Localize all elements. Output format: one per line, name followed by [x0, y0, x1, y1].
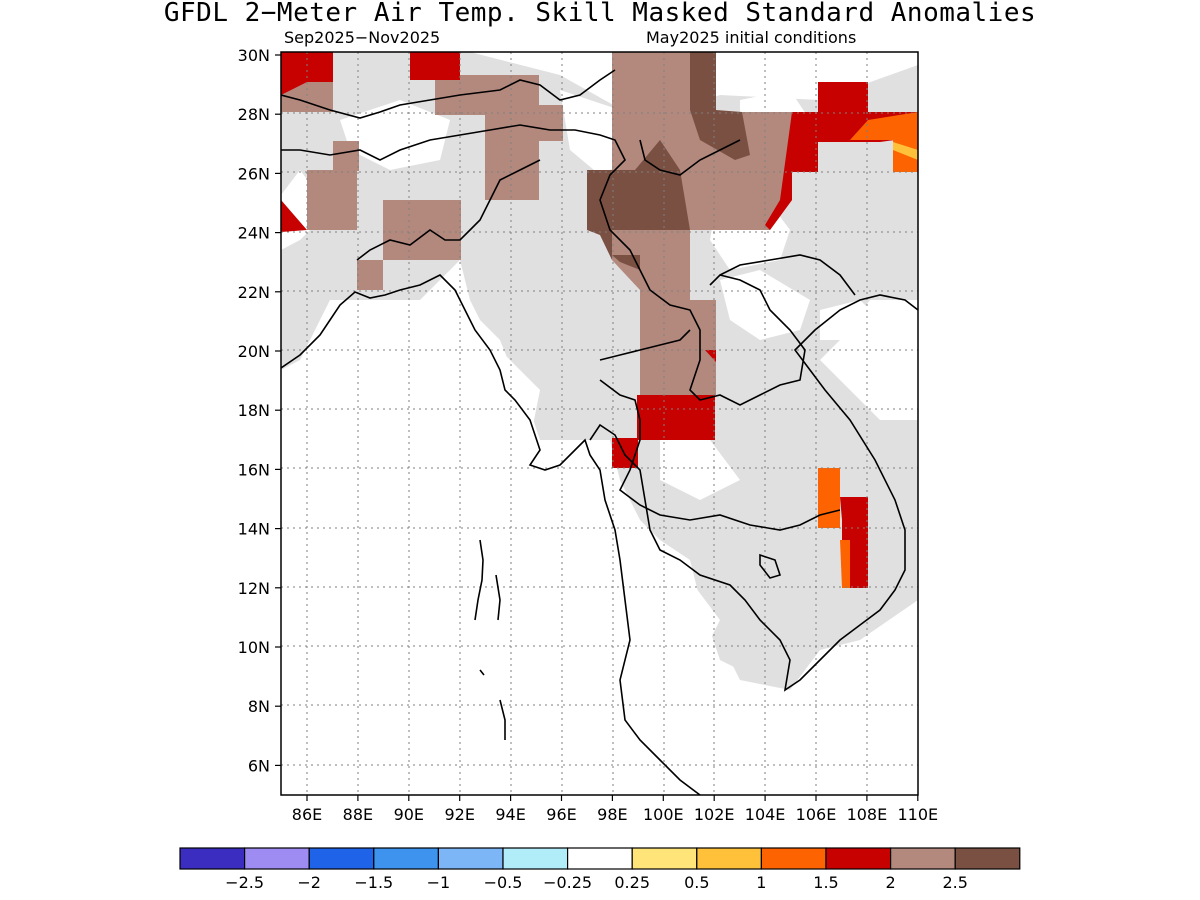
lon-label: 90E	[394, 805, 424, 824]
lat-label: 22N	[238, 283, 270, 302]
lon-label: 102E	[694, 805, 735, 824]
colorbar-swatch	[631, 847, 698, 870]
colorbar-label: 1	[756, 873, 766, 892]
colorbar-label: 2.5	[942, 873, 967, 892]
lat-label: 12N	[238, 579, 270, 598]
colorbar-swatch	[373, 847, 439, 870]
colorbar-label: 2	[886, 873, 896, 892]
colorbar-label: −2.5	[225, 873, 264, 892]
colorbar-label: 0.25	[614, 873, 650, 892]
season-label: Sep2025−Nov2025	[284, 28, 441, 47]
colorbar-label: −1.5	[354, 873, 393, 892]
colorbar-label: 1.5	[813, 873, 838, 892]
colorbar: −2.5 −2 −1.5 −1 −0.5 −0.25 0.25 0.5 1 1.5 2 2.5	[179, 847, 1021, 892]
lat-label: 16N	[238, 460, 270, 479]
colorbar-swatch	[954, 847, 1021, 870]
lat-label: 30N	[238, 46, 270, 65]
lat-label: 10N	[238, 638, 270, 657]
lon-label: 106E	[796, 805, 837, 824]
lat-label: 20N	[238, 342, 270, 361]
lat-label: 18N	[238, 401, 270, 420]
colorbar-label: −0.25	[543, 873, 592, 892]
latitude-axis: 30N 28N 26N 24N 22N 20N 18N 16N 14N 12N 10N 8N 6N	[238, 46, 281, 775]
lon-label: 86E	[292, 805, 322, 824]
lat-label: 14N	[238, 520, 270, 539]
colorbar-swatch	[889, 847, 956, 870]
colorbar-swatch	[696, 847, 762, 870]
colorbar-swatch	[760, 847, 827, 870]
lon-label: 88E	[343, 805, 373, 824]
plot-frame	[280, 51, 919, 796]
colorbar-label: −2	[297, 873, 321, 892]
coastlines	[281, 69, 918, 795]
colorbar-swatch	[437, 847, 504, 870]
colorbar-label: 0.5	[684, 873, 709, 892]
colorbar-swatch	[825, 847, 892, 870]
initial-conditions-label: May2025 initial conditions	[646, 28, 857, 47]
colorbar-label: −1	[427, 873, 451, 892]
lon-label: 94E	[495, 805, 525, 824]
lon-label: 92E	[444, 805, 474, 824]
colorbar-swatch	[244, 847, 310, 870]
lat-label: 6N	[248, 756, 270, 775]
colorbar-label: −0.5	[484, 873, 523, 892]
anomaly-field	[281, 52, 918, 795]
lat-label: 26N	[238, 164, 270, 183]
colorbar-swatch	[179, 847, 246, 870]
lon-label: 98E	[597, 805, 627, 824]
lon-label: 110E	[897, 805, 938, 824]
lon-label: 96E	[546, 805, 576, 824]
lat-label: 28N	[238, 105, 270, 124]
lon-label: 108E	[847, 805, 888, 824]
colorbar-swatch	[308, 847, 375, 870]
colorbar-swatch	[566, 847, 633, 870]
lon-label: 104E	[745, 805, 786, 824]
lon-label: 100E	[643, 805, 684, 824]
map-title: GFDL 2−Meter Air Temp. Skill Masked Stan…	[163, 0, 1037, 28]
longitude-axis: 86E 88E 90E 92E 94E 96E 98E 100E 102E 104E 106E 108…	[292, 795, 938, 824]
lat-label: 24N	[238, 224, 270, 243]
lat-label: 8N	[248, 697, 270, 716]
colorbar-swatch	[502, 847, 569, 870]
